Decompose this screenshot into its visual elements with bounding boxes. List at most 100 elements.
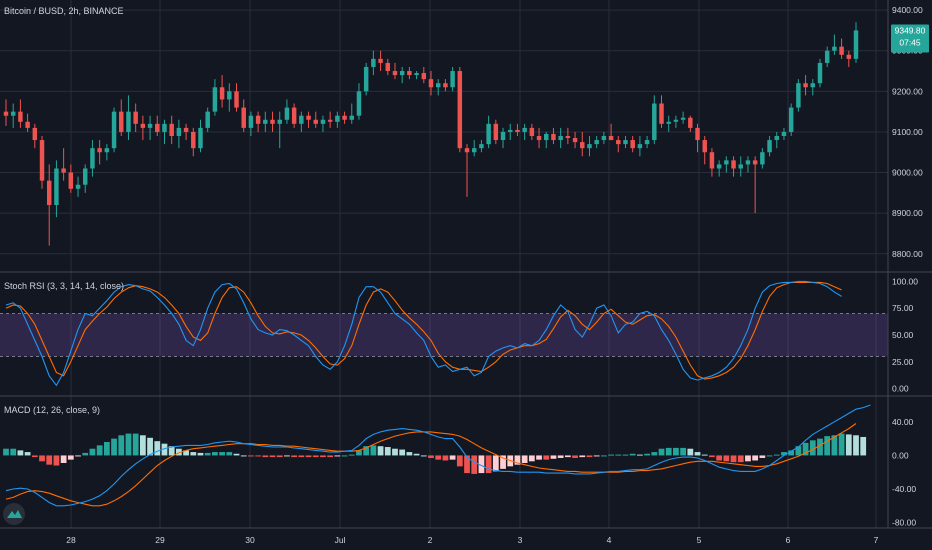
candle-body bbox=[666, 121, 671, 124]
macd-histogram-bar bbox=[809, 440, 816, 456]
macd-histogram-bar bbox=[197, 452, 204, 456]
y-tick-label: 9000.00 bbox=[892, 168, 923, 178]
macd-histogram-bar bbox=[320, 455, 326, 458]
price-pane[interactable] bbox=[3, 22, 859, 246]
candle-body bbox=[407, 71, 412, 76]
candle-body bbox=[335, 115, 340, 122]
time-axis[interactable]: 28 29 30 Jul 2 3 4 5 6 7 bbox=[66, 535, 878, 545]
x-tick-label: 30 bbox=[245, 535, 255, 545]
x-tick-label: 7 bbox=[874, 535, 879, 545]
candle-body bbox=[205, 111, 210, 128]
candle-body bbox=[680, 117, 686, 120]
tradingview-logo[interactable] bbox=[3, 503, 25, 525]
y-tick-label: 8900.00 bbox=[892, 208, 923, 218]
macd-histogram-bar bbox=[183, 450, 189, 456]
macd-histogram-bar bbox=[348, 454, 355, 456]
candle-body bbox=[284, 107, 290, 120]
candle-body bbox=[378, 58, 383, 63]
macd-histogram-bar bbox=[737, 455, 744, 463]
macd-histogram-bar bbox=[384, 447, 391, 456]
macd-histogram-bar bbox=[853, 435, 859, 456]
macd-histogram-bar bbox=[586, 455, 593, 458]
candle-body bbox=[853, 30, 859, 59]
last-price-value: 9349.80 bbox=[895, 26, 926, 36]
macd-histogram-bar bbox=[644, 453, 650, 456]
candle-body bbox=[702, 140, 707, 153]
candle-body bbox=[421, 73, 427, 80]
candle-body bbox=[75, 184, 81, 189]
macd-signal-line bbox=[5, 423, 857, 507]
candle-body bbox=[788, 107, 794, 132]
candle-body bbox=[10, 111, 16, 116]
candle-body bbox=[61, 168, 66, 173]
candle-body bbox=[652, 103, 657, 141]
macd-histogram-bar bbox=[759, 455, 766, 458]
macd-histogram-bar bbox=[658, 448, 665, 456]
y-tick-label: 9400.00 bbox=[892, 5, 923, 15]
candle-body bbox=[832, 46, 837, 51]
candle-body bbox=[839, 46, 844, 55]
macd-histogram-bar bbox=[716, 455, 723, 461]
macd-histogram-bar bbox=[730, 455, 737, 463]
macd-histogram-bar bbox=[572, 455, 578, 458]
macd-histogram-bar bbox=[845, 434, 852, 456]
candle-body bbox=[745, 160, 751, 165]
macd-histogram-bar bbox=[3, 448, 9, 456]
candle-body bbox=[522, 127, 527, 132]
candle-body bbox=[54, 168, 59, 206]
candle-body bbox=[104, 148, 110, 153]
macd-histogram-bar bbox=[276, 455, 283, 458]
macd-histogram-bar bbox=[464, 455, 470, 474]
candle-body bbox=[97, 148, 102, 153]
candle-body bbox=[255, 115, 261, 124]
macd-histogram-bar bbox=[831, 435, 838, 456]
macd-histogram-bar bbox=[694, 452, 701, 456]
candle-body bbox=[551, 133, 556, 141]
x-tick-label: 28 bbox=[66, 535, 76, 545]
macd-histogram-bar bbox=[521, 455, 528, 463]
macd-histogram-bar bbox=[413, 453, 420, 456]
macd-histogram-bar bbox=[31, 455, 38, 458]
y-tick-label: 75.00 bbox=[892, 303, 914, 313]
candle-body bbox=[349, 115, 354, 120]
x-tick-label: 5 bbox=[697, 535, 702, 545]
candle-body bbox=[709, 152, 715, 169]
macd-histogram-bar bbox=[334, 455, 341, 457]
candle-body bbox=[572, 138, 578, 143]
candle-body bbox=[392, 71, 398, 76]
macd-histogram-bar bbox=[471, 455, 478, 474]
bar-countdown: 07:45 bbox=[899, 38, 921, 48]
candle-body bbox=[486, 123, 491, 145]
macd-histogram-bar bbox=[89, 448, 96, 456]
candle-body bbox=[428, 79, 434, 88]
macd-histogram-bar bbox=[435, 455, 442, 460]
macd-histogram-bar bbox=[363, 446, 370, 456]
candle-body bbox=[515, 129, 520, 132]
candle-body bbox=[234, 91, 239, 108]
macd-histogram-bar bbox=[456, 455, 463, 467]
last-price-badge-bg bbox=[891, 24, 929, 53]
macd-histogram-bar bbox=[601, 455, 607, 457]
candle-body bbox=[155, 123, 160, 132]
last-price-badge: 9349.80 07:45 bbox=[891, 24, 929, 53]
macd-histogram-bar bbox=[60, 455, 67, 463]
macd-pane[interactable] bbox=[3, 404, 871, 507]
candle-body bbox=[399, 71, 405, 76]
candle-body bbox=[248, 115, 254, 128]
candle-body bbox=[594, 140, 599, 145]
candle-body bbox=[111, 111, 117, 149]
candle-body bbox=[25, 121, 30, 128]
candle-body bbox=[356, 91, 362, 116]
macd-histogram-bar bbox=[147, 437, 153, 456]
macd-histogram-bar bbox=[132, 433, 139, 456]
stoch-rsi-pane[interactable] bbox=[0, 280, 888, 387]
chart-title: Bitcoin / BUSD, 2h, BINANCE bbox=[4, 6, 124, 16]
macd-histogram-bar bbox=[255, 455, 261, 457]
macd-line bbox=[5, 404, 871, 507]
macd-histogram-bar bbox=[392, 448, 398, 456]
macd-histogram-bar bbox=[637, 454, 643, 456]
candle-body bbox=[508, 129, 513, 132]
candle-body bbox=[536, 136, 542, 141]
candle-body bbox=[738, 164, 743, 169]
